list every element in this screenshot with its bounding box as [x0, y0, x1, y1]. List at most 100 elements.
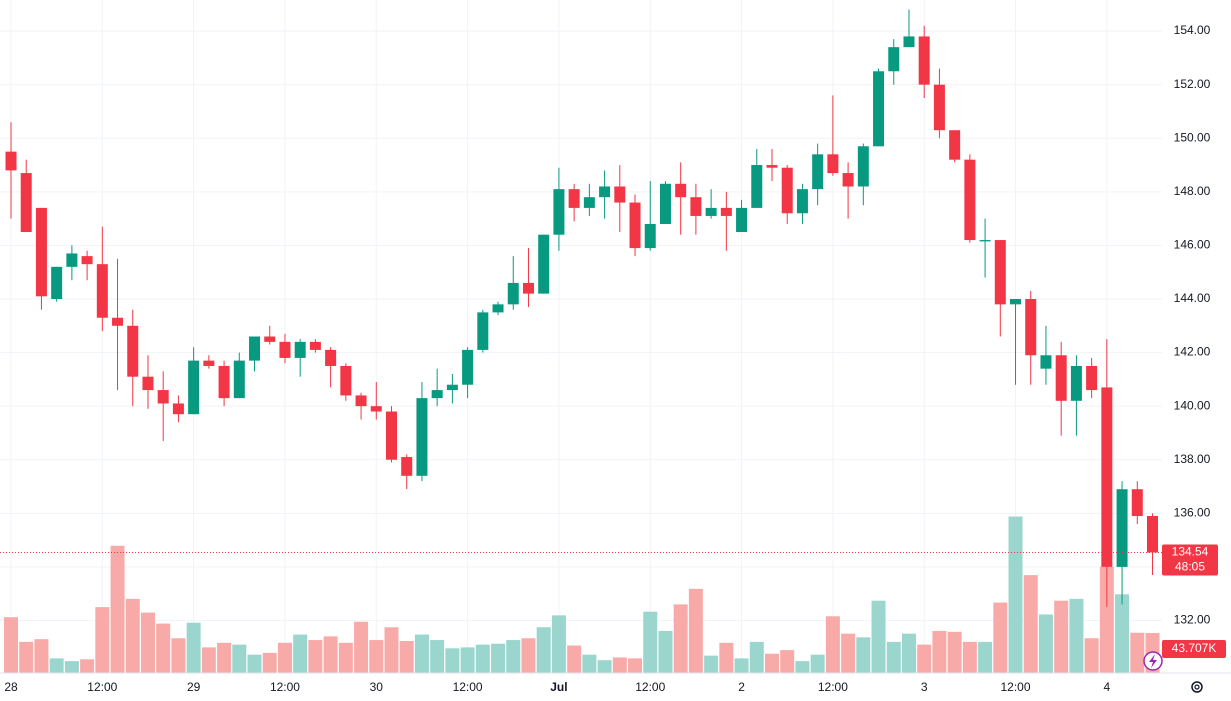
candle-body — [842, 173, 854, 187]
volume-bar — [810, 654, 825, 673]
candle-body — [294, 341, 306, 358]
volume-bar — [1038, 614, 1053, 673]
candle-body — [203, 360, 215, 366]
volume-bar — [1099, 566, 1114, 673]
volume-bar — [643, 611, 658, 673]
candle-body — [188, 360, 200, 415]
candle-body — [568, 189, 580, 208]
x-tick-label: Jul — [550, 680, 567, 694]
candle-body — [127, 325, 139, 377]
volume-bar — [4, 617, 18, 673]
volume-bar — [64, 661, 79, 673]
volume-bar — [1069, 598, 1084, 673]
candle-body — [401, 457, 413, 476]
volume-bar — [201, 647, 216, 673]
candle-body — [142, 376, 154, 391]
candles — [5, 9, 1158, 608]
candle-body — [522, 282, 534, 294]
volume-bar — [1023, 575, 1038, 673]
volume-bar — [917, 644, 932, 673]
volume-bar — [947, 631, 962, 673]
candle-body — [873, 71, 885, 147]
candle-body — [431, 390, 443, 399]
candle-body — [325, 349, 337, 366]
candle-body — [279, 341, 291, 358]
volume-bar — [34, 639, 49, 673]
candle-body — [553, 189, 565, 235]
candle-body — [766, 165, 778, 168]
volume-bar — [323, 636, 338, 673]
volume-bar — [521, 638, 536, 673]
x-tick-label: 30 — [370, 680, 384, 694]
volume-bar — [978, 641, 993, 673]
volume-bar — [886, 641, 901, 673]
y-tick-label: 138.00 — [1174, 452, 1211, 466]
volume-bar — [749, 641, 764, 673]
candle-body — [629, 202, 641, 249]
volume-last-box — [1162, 640, 1226, 659]
candle-body — [96, 264, 108, 318]
volume-bar — [262, 652, 277, 673]
candle-body — [614, 186, 626, 203]
x-tick-label: 12:00 — [818, 680, 848, 694]
candle-body — [827, 154, 839, 174]
volume-bar — [19, 641, 34, 673]
volume-bar — [993, 602, 1008, 673]
candle-body — [583, 197, 595, 208]
candle-body — [888, 47, 900, 72]
candle-body — [370, 406, 382, 412]
volume-bar — [658, 630, 673, 673]
y-tick-label: 136.00 — [1174, 505, 1211, 519]
volume-bar — [171, 638, 186, 673]
candle-body — [249, 336, 261, 361]
volume-bar — [506, 640, 521, 673]
volume-bar — [1084, 638, 1099, 673]
volume-bar — [232, 644, 247, 673]
y-tick-label: 132.00 — [1174, 613, 1211, 627]
volume-bar — [1008, 516, 1023, 673]
volume-pane — [4, 516, 1160, 673]
candle-body — [979, 240, 991, 242]
candle-body — [35, 207, 47, 297]
y-tick-label: 144.00 — [1174, 291, 1211, 305]
settings-icon[interactable] — [1191, 681, 1203, 693]
y-tick-label: 140.00 — [1174, 398, 1211, 412]
volume-bar — [110, 545, 125, 673]
candle-body — [1101, 387, 1113, 567]
candle-body — [492, 304, 504, 313]
volume-bar — [369, 640, 384, 673]
candle-body — [918, 36, 930, 85]
x-tick-label: 12:00 — [453, 680, 483, 694]
volume-bar — [734, 658, 749, 673]
y-tick-label: 142.00 — [1174, 345, 1211, 359]
volume-bar — [445, 648, 460, 673]
volume-bar — [475, 644, 490, 673]
candle-body — [172, 403, 184, 415]
volume-bar — [612, 657, 627, 673]
candle-body — [233, 360, 245, 399]
volume-bar — [795, 661, 810, 673]
y-tick-label: 148.00 — [1174, 184, 1211, 198]
candle-body — [264, 336, 276, 342]
candle-body — [386, 411, 397, 460]
candle-body — [1086, 365, 1098, 391]
candle-body — [1070, 365, 1082, 401]
volume-bar — [1054, 600, 1069, 673]
candle-body — [781, 167, 793, 214]
candle-body — [1116, 489, 1128, 567]
candle-body — [507, 282, 519, 305]
lightning-icon[interactable] — [1143, 651, 1163, 671]
volume-bar — [491, 643, 506, 673]
volume-bar — [430, 640, 445, 673]
candle-body — [994, 240, 1006, 305]
volume-bar — [247, 654, 262, 673]
volume-bar — [597, 660, 612, 673]
candle-body — [340, 365, 352, 396]
candle-body — [720, 207, 732, 216]
candle-body — [112, 317, 124, 326]
y-tick-label: 150.00 — [1174, 130, 1211, 144]
volume-bar — [399, 640, 414, 673]
y-tick-label: 152.00 — [1174, 77, 1211, 91]
candle-body — [309, 341, 321, 350]
